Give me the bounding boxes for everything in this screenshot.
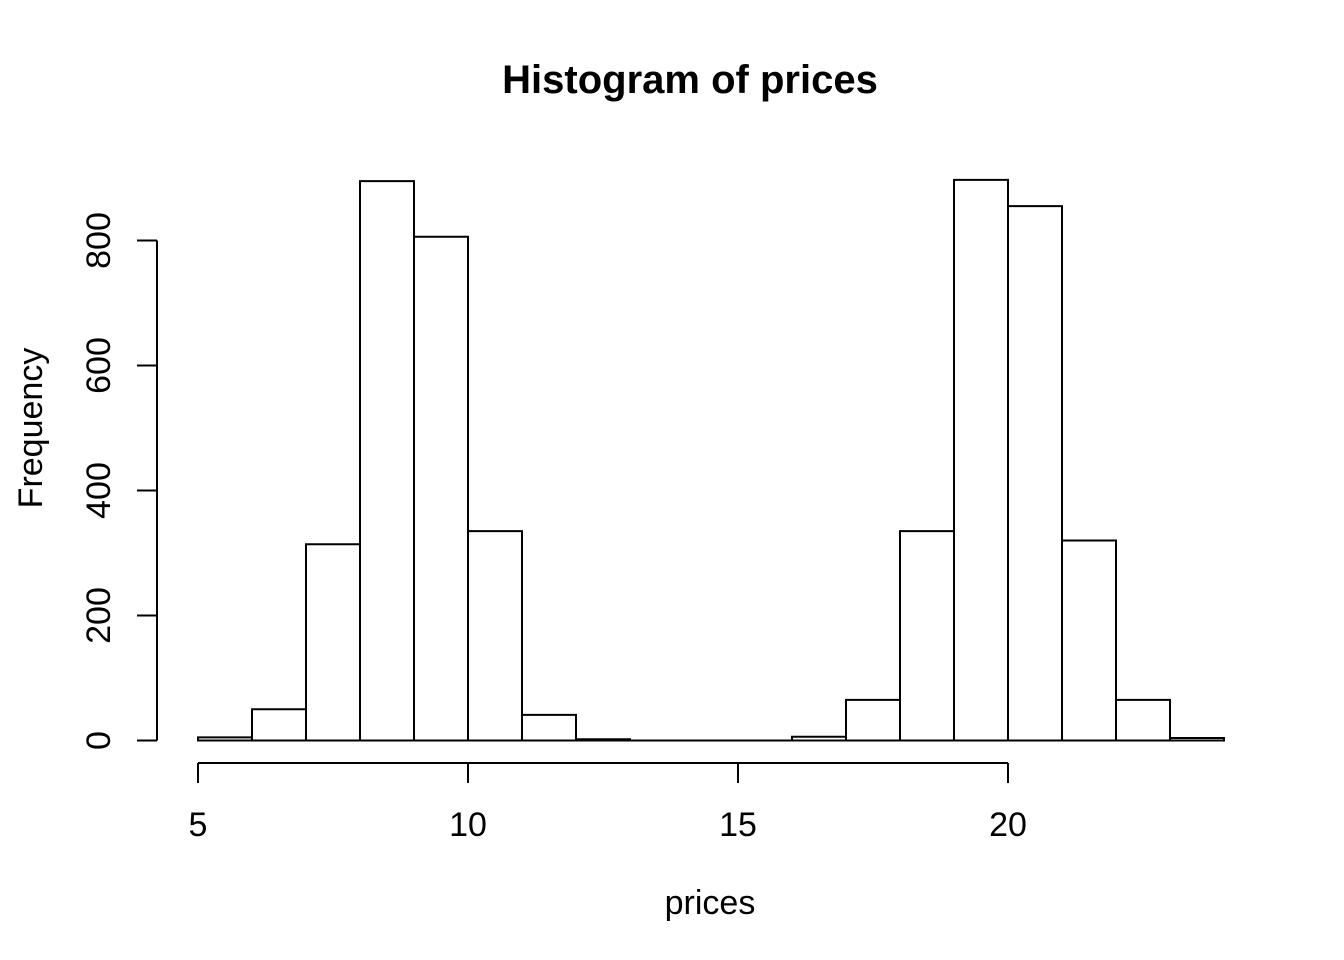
- chart-title: Histogram of prices: [502, 58, 878, 102]
- histogram-bar: [251, 708, 307, 742]
- histogram-bar: [845, 698, 901, 742]
- histogram-bar: [359, 180, 415, 742]
- y-tick-label: 400: [80, 462, 118, 519]
- y-tick-label: 200: [80, 587, 118, 644]
- histogram-bar: [305, 543, 361, 742]
- y-tick-label: 800: [80, 212, 118, 269]
- bars-group: [197, 178, 1225, 742]
- x-tick-label: 15: [719, 806, 757, 844]
- histogram-bar: [413, 235, 469, 742]
- y-tick-label: 600: [80, 337, 118, 394]
- x-tick-label: 10: [449, 806, 487, 844]
- y-tick-label: 0: [80, 731, 118, 750]
- x-axis-label: prices: [665, 884, 756, 922]
- histogram-bar: [467, 530, 523, 742]
- histogram-bar: [899, 530, 955, 742]
- histogram-bar: [1007, 205, 1063, 742]
- histogram-bar: [953, 178, 1009, 742]
- histogram-bar: [1169, 737, 1225, 742]
- histogram-bar: [1061, 539, 1117, 742]
- x-axis: 5 10 15 20: [189, 762, 1027, 844]
- y-axis-label: Frequency: [12, 348, 50, 509]
- histogram-bar: [521, 713, 577, 742]
- histogram-bar: [1115, 698, 1171, 742]
- histogram-bar: [791, 735, 847, 742]
- x-tick-label: 5: [189, 806, 208, 844]
- x-tick-label: 20: [989, 806, 1027, 844]
- histogram-bar: [575, 738, 631, 742]
- histogram-bar: [197, 736, 253, 742]
- y-axis: 0 200 400 600 800: [80, 212, 158, 750]
